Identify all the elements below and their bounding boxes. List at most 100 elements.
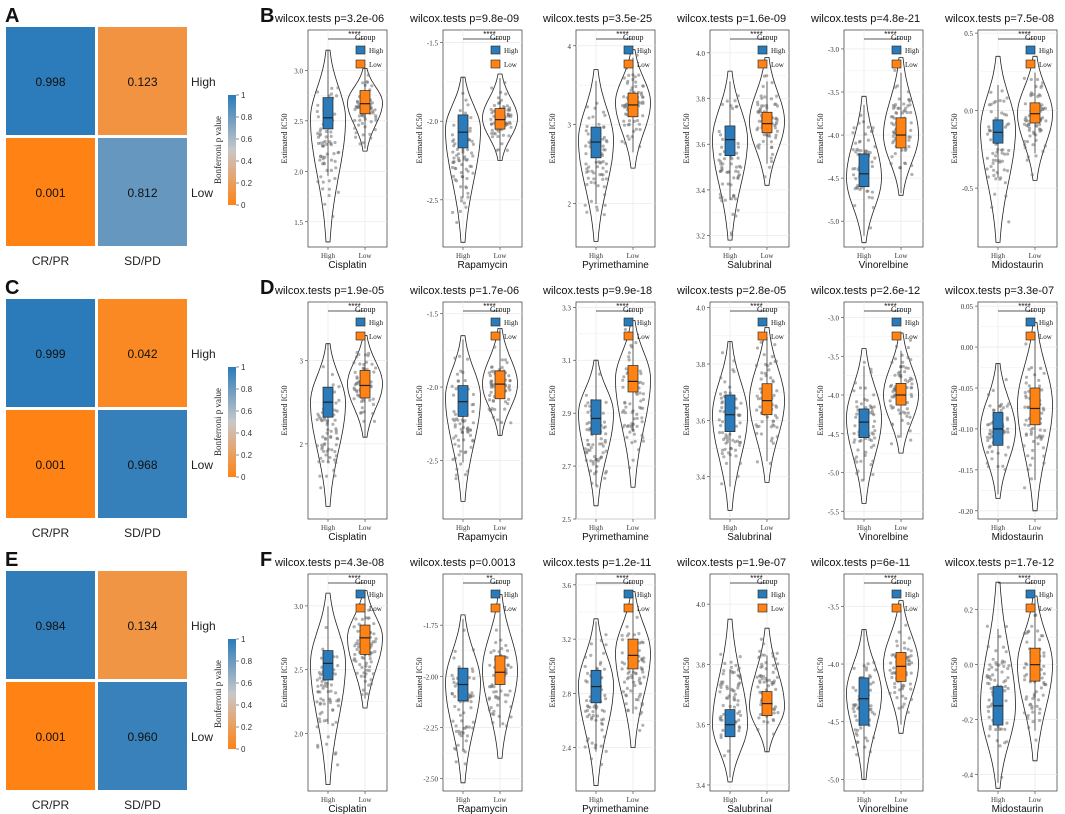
data-point <box>463 762 467 766</box>
data-point <box>590 716 594 720</box>
data-point <box>459 171 463 175</box>
violin-high <box>980 363 1016 499</box>
data-point <box>729 660 733 664</box>
data-point <box>775 389 779 393</box>
data-point <box>991 657 995 661</box>
data-point <box>888 399 892 403</box>
data-point <box>1024 119 1028 123</box>
legend-label: Low <box>905 61 919 69</box>
data-point <box>868 750 872 754</box>
data-point <box>726 437 730 441</box>
data-point <box>585 124 589 129</box>
data-point <box>454 417 458 421</box>
legend-label: Low <box>1039 333 1053 341</box>
data-point <box>324 625 328 630</box>
data-point <box>1026 713 1030 718</box>
data-point <box>359 411 363 415</box>
legend-title: Group <box>891 305 911 314</box>
data-point <box>456 743 460 747</box>
data-point <box>998 744 1002 748</box>
data-point <box>869 129 874 133</box>
data-point <box>621 378 625 382</box>
data-point <box>1044 119 1048 123</box>
data-point <box>585 422 589 426</box>
data-point <box>629 424 633 429</box>
data-point <box>1026 716 1030 720</box>
data-point <box>465 157 469 162</box>
data-point <box>868 674 872 678</box>
data-point <box>357 353 361 357</box>
legend-label: High <box>637 591 652 599</box>
data-point <box>506 649 510 653</box>
data-point <box>638 391 642 395</box>
colorbar-tick-label: 0.4 <box>241 429 253 438</box>
x-axis-label: Salubrinal <box>727 532 771 543</box>
data-point <box>1031 720 1035 724</box>
data-point <box>903 148 908 152</box>
data-point <box>324 437 328 441</box>
data-point <box>635 53 639 57</box>
data-point <box>637 632 641 636</box>
data-point <box>775 416 779 420</box>
data-point <box>769 97 774 101</box>
data-point <box>320 447 324 451</box>
data-point <box>1034 123 1038 127</box>
data-point <box>452 393 456 397</box>
data-point <box>452 410 456 414</box>
legend-title: Group <box>891 33 911 42</box>
box-high <box>724 709 736 738</box>
data-point <box>324 129 328 134</box>
data-point <box>456 156 460 160</box>
data-point <box>988 444 992 448</box>
data-point <box>604 432 608 436</box>
data-point <box>371 411 375 416</box>
data-point <box>459 199 464 203</box>
data-point <box>736 176 740 180</box>
data-point <box>865 189 869 193</box>
data-point <box>768 461 773 465</box>
x-tick-label: Low <box>895 796 909 804</box>
data-point <box>762 133 766 137</box>
data-point <box>603 440 607 444</box>
data-point <box>371 672 375 676</box>
data-point <box>720 102 725 106</box>
violin-low <box>749 57 785 186</box>
data-point <box>374 116 378 120</box>
data-point <box>600 728 604 732</box>
data-point <box>358 142 362 146</box>
data-point <box>635 392 639 396</box>
data-point <box>765 103 769 108</box>
data-point <box>471 171 475 175</box>
data-point <box>1042 654 1046 658</box>
data-point <box>496 418 500 422</box>
data-point <box>496 148 500 152</box>
data-point <box>470 691 474 695</box>
data-point <box>907 636 911 640</box>
data-point <box>620 139 624 144</box>
box-low <box>359 90 371 115</box>
data-point <box>324 142 329 146</box>
legend-label: High <box>771 591 786 599</box>
x-axis-label: Vinorelbine <box>859 532 909 543</box>
data-point <box>369 678 373 682</box>
data-point <box>851 148 855 152</box>
y-tick-label: -4.0 <box>828 392 840 400</box>
data-point <box>641 641 645 645</box>
data-point <box>720 182 725 186</box>
y-tick-label: 3.6 <box>696 417 705 425</box>
data-point <box>762 642 766 646</box>
data-point <box>353 107 357 112</box>
data-point <box>854 150 858 154</box>
data-point <box>989 164 993 169</box>
data-point <box>353 383 357 387</box>
data-point <box>640 701 644 706</box>
data-point <box>720 431 725 435</box>
data-point <box>734 169 738 173</box>
data-point <box>994 668 998 672</box>
data-point <box>625 435 629 439</box>
data-point <box>854 177 858 181</box>
data-point <box>641 392 646 396</box>
data-point <box>453 423 457 427</box>
data-point <box>1022 76 1026 80</box>
violin-plot-salubrinal: wilcox.tests p=2.8e-053.43.63.84.0Estima… <box>676 285 790 543</box>
